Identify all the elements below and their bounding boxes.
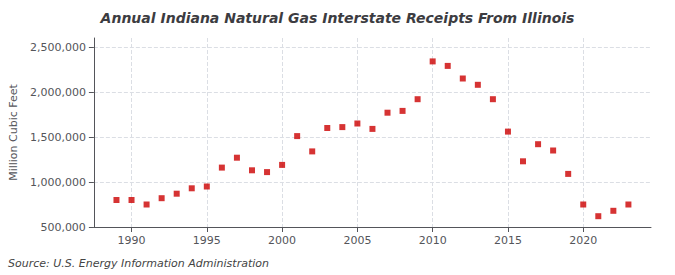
svg-text:1,000,000: 1,000,000 (30, 176, 86, 189)
svg-text:2005: 2005 (343, 234, 371, 247)
svg-text:1990: 1990 (118, 234, 146, 247)
svg-text:Annual Indiana Natural Gas Int: Annual Indiana Natural Gas Interstate Re… (100, 10, 575, 26)
svg-text:2010: 2010 (419, 234, 447, 247)
svg-text:2,000,000: 2,000,000 (30, 86, 86, 99)
svg-text:2000: 2000 (268, 234, 296, 247)
svg-text:1995: 1995 (193, 234, 221, 247)
svg-text:Source: U.S. Energy Informatio: Source: U.S. Energy Information Administ… (8, 257, 269, 270)
svg-text:2,500,000: 2,500,000 (30, 41, 86, 54)
svg-text:1,500,000: 1,500,000 (30, 131, 86, 144)
svg-text:Million Cubic Feet: Million Cubic Feet (7, 83, 20, 180)
svg-text:2015: 2015 (494, 234, 522, 247)
svg-text:500,000: 500,000 (40, 221, 86, 234)
svg-text:2020: 2020 (569, 234, 597, 247)
